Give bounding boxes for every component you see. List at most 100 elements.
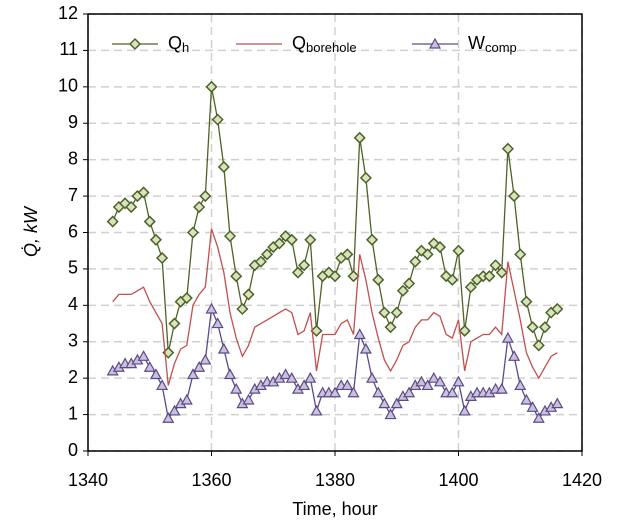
legend-label: Qborehole (292, 33, 357, 56)
data-point (415, 375, 428, 387)
data-point (254, 255, 267, 268)
data-point (310, 324, 323, 337)
x-axis-label: Time, hour (292, 499, 377, 519)
data-point (508, 350, 521, 361)
data-point (378, 397, 391, 409)
data-point (458, 324, 471, 337)
data-point (261, 248, 274, 261)
data-point (273, 237, 286, 250)
y-tick-label: 2 (68, 367, 78, 387)
data-point (483, 270, 496, 283)
legend-label: Qh (168, 33, 189, 56)
data-point (298, 379, 311, 391)
data-point (532, 339, 545, 352)
data-point (365, 233, 379, 246)
y-tick-label: 9 (68, 112, 78, 132)
data-point (224, 368, 237, 380)
data-point (508, 190, 521, 203)
data-point (230, 270, 243, 283)
data-point (298, 259, 311, 272)
y-tick-label: 5 (68, 258, 78, 278)
data-point (156, 251, 169, 265)
data-point (390, 306, 403, 319)
data-point (495, 266, 508, 279)
data-point (372, 386, 385, 398)
data-point (495, 382, 508, 394)
data-point (551, 397, 564, 409)
y-tick-label: 12 (58, 3, 78, 23)
y-tick-label: 11 (59, 39, 78, 59)
data-point (532, 411, 545, 423)
data-point (409, 255, 422, 268)
data-point (520, 295, 533, 308)
data-point (236, 302, 249, 316)
y-axis-label: Q̇, kW (21, 205, 41, 257)
data-point (433, 241, 447, 254)
data-point (347, 386, 360, 398)
series-line (112, 228, 558, 386)
x-tick-label: 1360 (191, 470, 231, 490)
data-point (514, 248, 527, 261)
data-point (199, 190, 212, 203)
data-point (452, 244, 465, 257)
data-point (489, 259, 502, 272)
data-point (149, 368, 162, 380)
data-point (366, 371, 379, 383)
data-point (501, 142, 514, 155)
plot-frame (87, 13, 583, 452)
data-point (452, 375, 465, 387)
data-point (143, 215, 156, 228)
data-point (359, 171, 372, 184)
data-point (538, 321, 552, 334)
data-point (168, 404, 181, 416)
data-point (464, 281, 477, 294)
data-point (390, 397, 403, 409)
data-point (458, 404, 471, 416)
y-tick-label: 3 (68, 331, 78, 351)
data-point (180, 291, 193, 305)
data-point (347, 270, 360, 283)
x-tick-label: 1400 (438, 470, 478, 490)
data-point (526, 321, 539, 334)
data-point (242, 393, 255, 405)
data-point (421, 248, 434, 261)
data-point (285, 371, 298, 383)
y-tick-label: 0 (68, 440, 78, 460)
data-point (520, 393, 533, 405)
data-point (384, 408, 397, 420)
data-point (211, 113, 224, 126)
data-point (514, 379, 527, 391)
data-point (205, 80, 218, 93)
data-point (328, 386, 342, 398)
data-point (396, 284, 409, 297)
data-point (186, 226, 200, 239)
x-tick-label: 1340 (68, 470, 108, 490)
legend-label: Wcomp (468, 33, 517, 56)
data-point (230, 382, 243, 394)
legend-marker (428, 37, 442, 49)
legend-marker (128, 37, 142, 51)
data-point (156, 379, 169, 391)
data-point (162, 411, 175, 423)
data-point (223, 230, 237, 243)
data-point (199, 353, 212, 365)
data-point (353, 328, 366, 340)
data-point (446, 273, 459, 286)
data-point (217, 342, 230, 354)
data-point (359, 342, 372, 354)
data-point (211, 317, 224, 329)
data-point (384, 321, 397, 334)
data-point (125, 200, 138, 214)
y-tick-label: 10 (58, 76, 78, 96)
data-point (341, 379, 354, 391)
data-point (341, 248, 354, 261)
y-tick-label: 7 (68, 185, 78, 205)
data-point (193, 200, 206, 214)
data-point (205, 302, 218, 314)
x-tick-label: 1420 (562, 470, 602, 490)
data-point (279, 368, 292, 380)
data-point (372, 273, 385, 286)
data-point (106, 215, 119, 228)
data-point (137, 186, 150, 199)
data-point (118, 197, 132, 210)
